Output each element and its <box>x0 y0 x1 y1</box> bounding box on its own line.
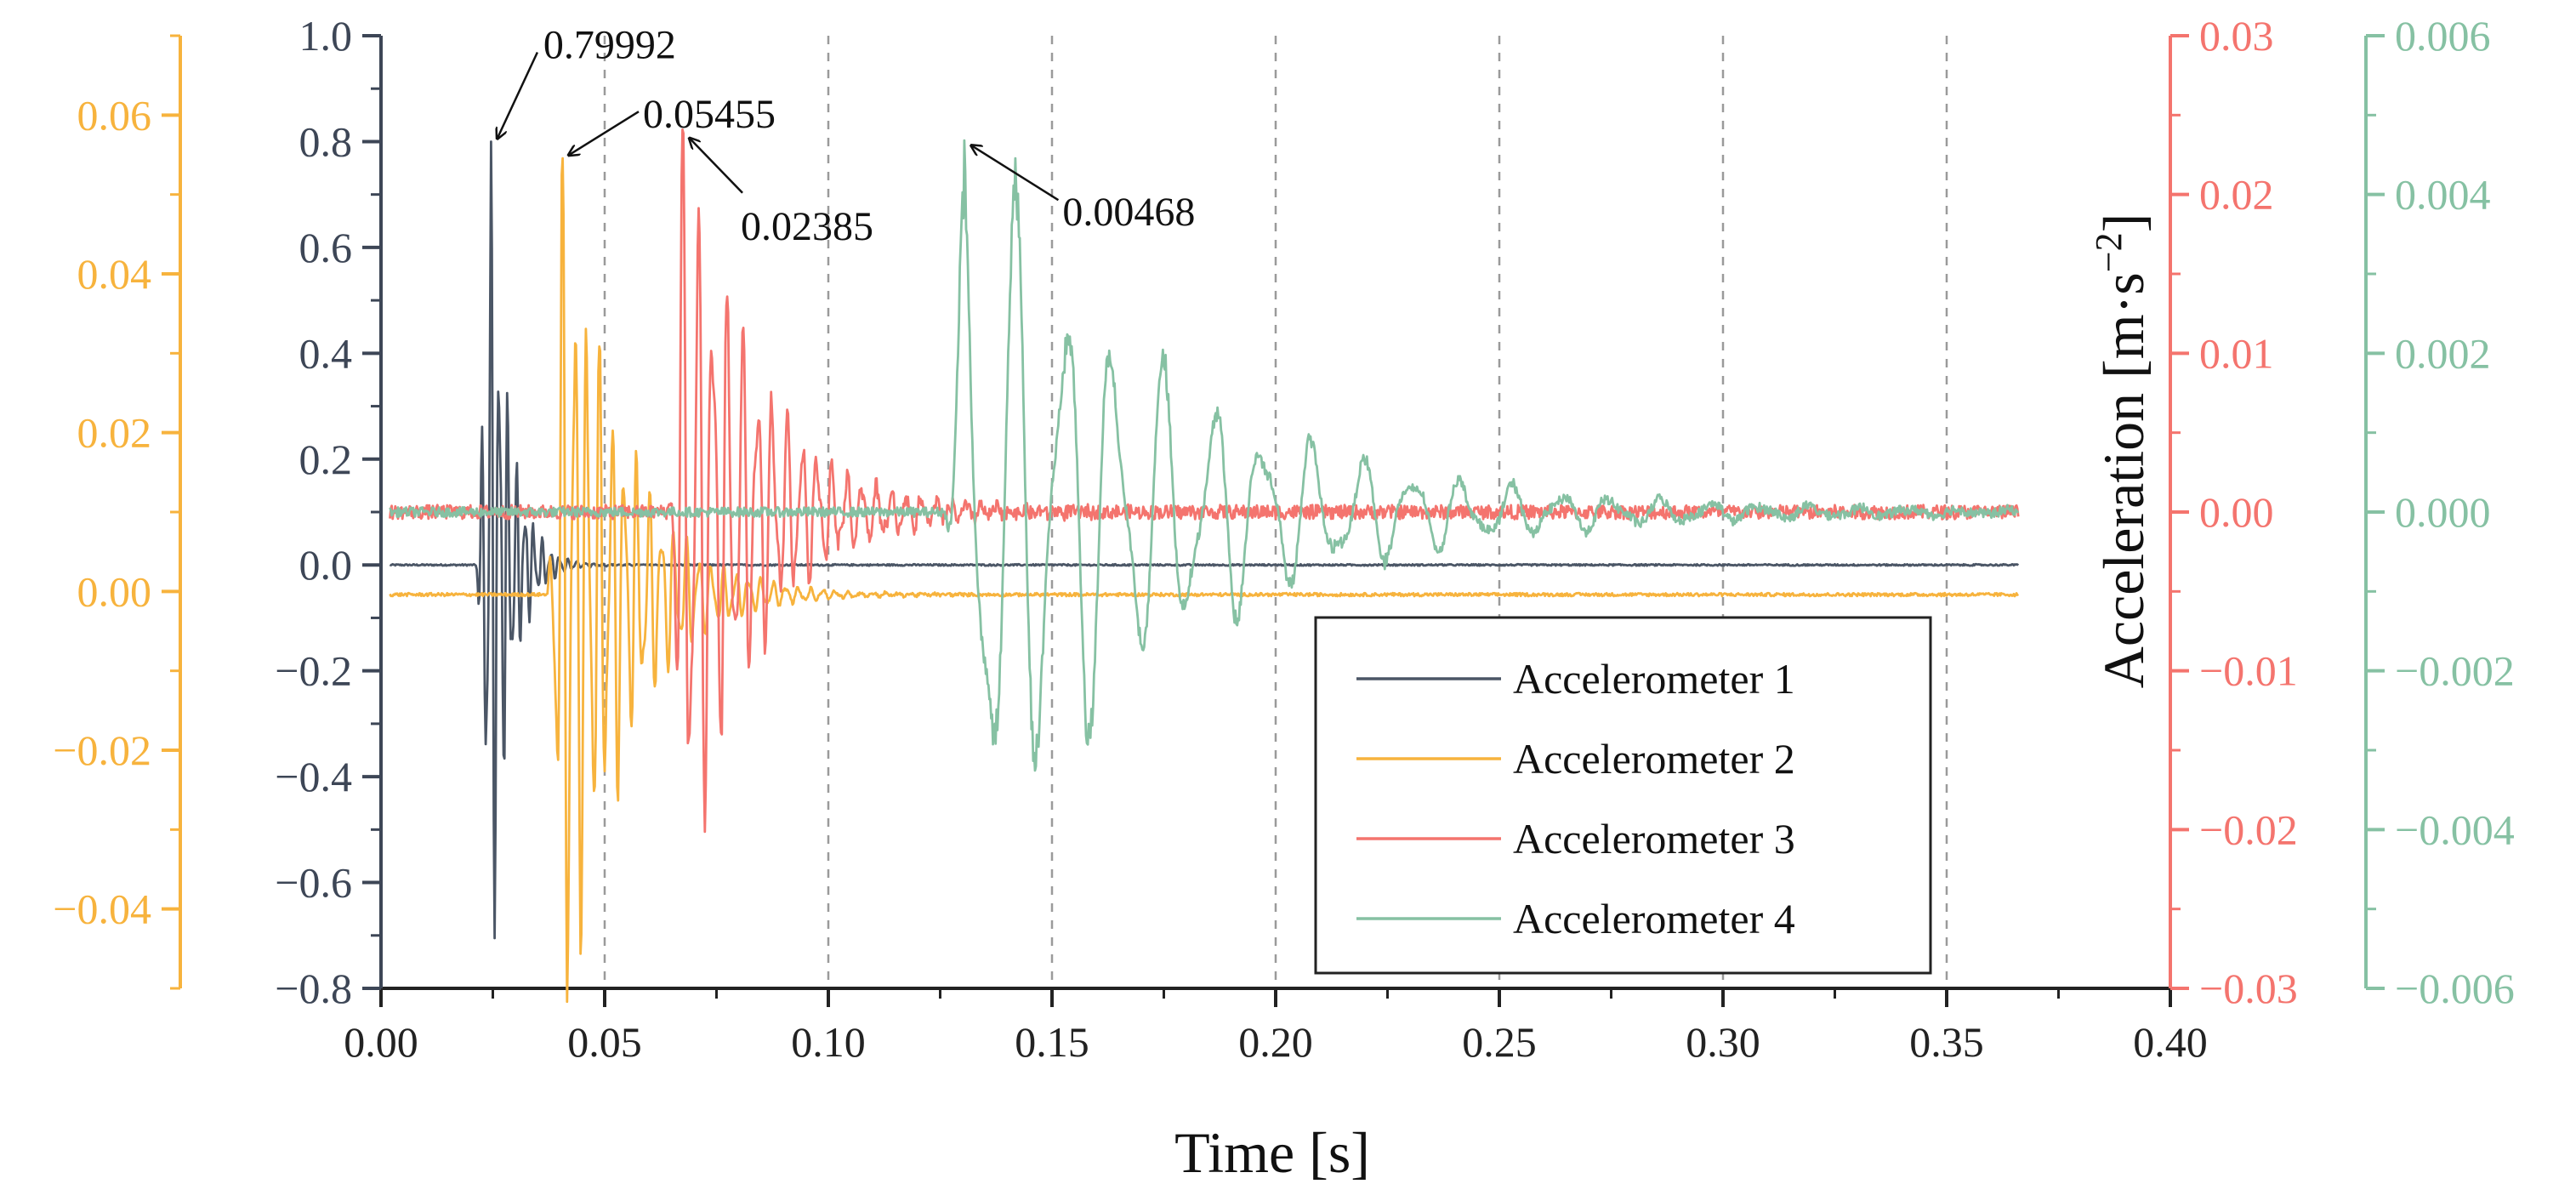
y-tick-label-a1: −0.2 <box>275 647 352 695</box>
x-axis-title: Time [s] <box>1174 1120 1370 1185</box>
y-tick-label-a2: 0.00 <box>77 567 152 615</box>
x-tick-label: 0.40 <box>2133 1018 2208 1066</box>
y-tick-label-a1: 0.2 <box>299 435 353 483</box>
legend: Accelerometer 1 Accelerometer 2 Accelerome… <box>1314 616 1932 975</box>
series-line-3 <box>389 128 2020 834</box>
x-tick-label: 0.15 <box>1015 1018 1089 1066</box>
y-tick-label-a1: 1.0 <box>299 12 353 60</box>
y-tick-label-a1: −0.6 <box>275 859 352 907</box>
legend-label: Accelerometer 3 <box>1513 815 1795 862</box>
y-tick-label-a1: 0.8 <box>299 117 353 165</box>
annotation-arrow <box>971 145 1060 202</box>
annotation-arrow <box>569 111 640 155</box>
y-tick-label-a1: 0.4 <box>299 329 353 377</box>
series-line-2 <box>389 157 2020 1004</box>
plot-area <box>389 128 2020 1004</box>
x-tick-label: 0.10 <box>791 1018 866 1066</box>
x-tick-label: 0.20 <box>1238 1018 1313 1066</box>
legend-box <box>1314 616 1932 975</box>
x-tick-label: 0.00 <box>344 1018 418 1066</box>
annotation-arrow <box>498 51 539 138</box>
y-tick-label-a4: −0.002 <box>2395 647 2515 695</box>
y-tick-label-a3: −0.02 <box>2199 805 2298 853</box>
legend-label: Accelerometer 2 <box>1513 735 1795 783</box>
x-tick-label: 0.30 <box>1686 1018 1760 1066</box>
axes: 0.00 0.05 0.10 0.15 0.20 0.25 0.30 0.35 0.40 −0.8… <box>53 12 2514 1066</box>
y-tick-label-a4: 0.004 <box>2395 171 2491 219</box>
y-axis-title: Acceleration [m·s−2] <box>2088 213 2156 688</box>
y-tick-label-a4: −0.006 <box>2395 965 2515 1012</box>
y-tick-label-a1: 0.0 <box>299 541 353 589</box>
y-tick-label-a2: −0.02 <box>53 726 151 774</box>
annotation-label: 0.05455 <box>643 92 776 137</box>
y-tick-label-a2: −0.04 <box>53 885 151 933</box>
y-tick-label-a1: −0.4 <box>275 753 352 800</box>
y-tick-label-a2: 0.06 <box>77 91 152 139</box>
series-line-4 <box>389 139 2020 772</box>
peak-annotations: 0.79992 0.05455 0.02385 0.00468 <box>498 22 1195 249</box>
x-tick-label: 0.25 <box>1462 1018 1537 1066</box>
y-tick-label-a4: 0.002 <box>2395 329 2491 377</box>
x-tick-label: 0.05 <box>567 1018 642 1066</box>
annotation-label: 0.02385 <box>741 204 873 249</box>
y-tick-label-a2: 0.02 <box>77 409 152 457</box>
x-tick-label: 0.35 <box>1909 1018 1984 1066</box>
series-line-1 <box>389 140 2020 940</box>
y-tick-label-a3: 0.00 <box>2199 488 2274 536</box>
y-tick-label-a3: 0.03 <box>2199 12 2274 60</box>
y-tick-label-a4: −0.004 <box>2395 805 2515 853</box>
y-tick-label-a3: 0.02 <box>2199 171 2274 219</box>
y-tick-label-a3: 0.01 <box>2199 329 2274 377</box>
y-axis-title-exponent: −2 <box>2088 232 2130 272</box>
y-tick-label-a3: −0.03 <box>2199 965 2298 1012</box>
y-tick-label-a2: 0.04 <box>77 250 152 298</box>
y-tick-label-a3: −0.01 <box>2199 647 2298 695</box>
legend-label: Accelerometer 4 <box>1513 895 1795 942</box>
annotation-label: 0.79992 <box>543 22 676 67</box>
y-tick-label-a4: 0.006 <box>2395 12 2491 60</box>
y-tick-label-a4: 0.000 <box>2395 488 2491 536</box>
y-tick-label-a1: 0.6 <box>299 224 353 271</box>
annotation-label: 0.00468 <box>1062 190 1195 235</box>
annotation-arrow <box>690 139 743 194</box>
legend-label: Accelerometer 1 <box>1513 655 1795 703</box>
y-tick-label-a1: −0.8 <box>275 965 352 1012</box>
